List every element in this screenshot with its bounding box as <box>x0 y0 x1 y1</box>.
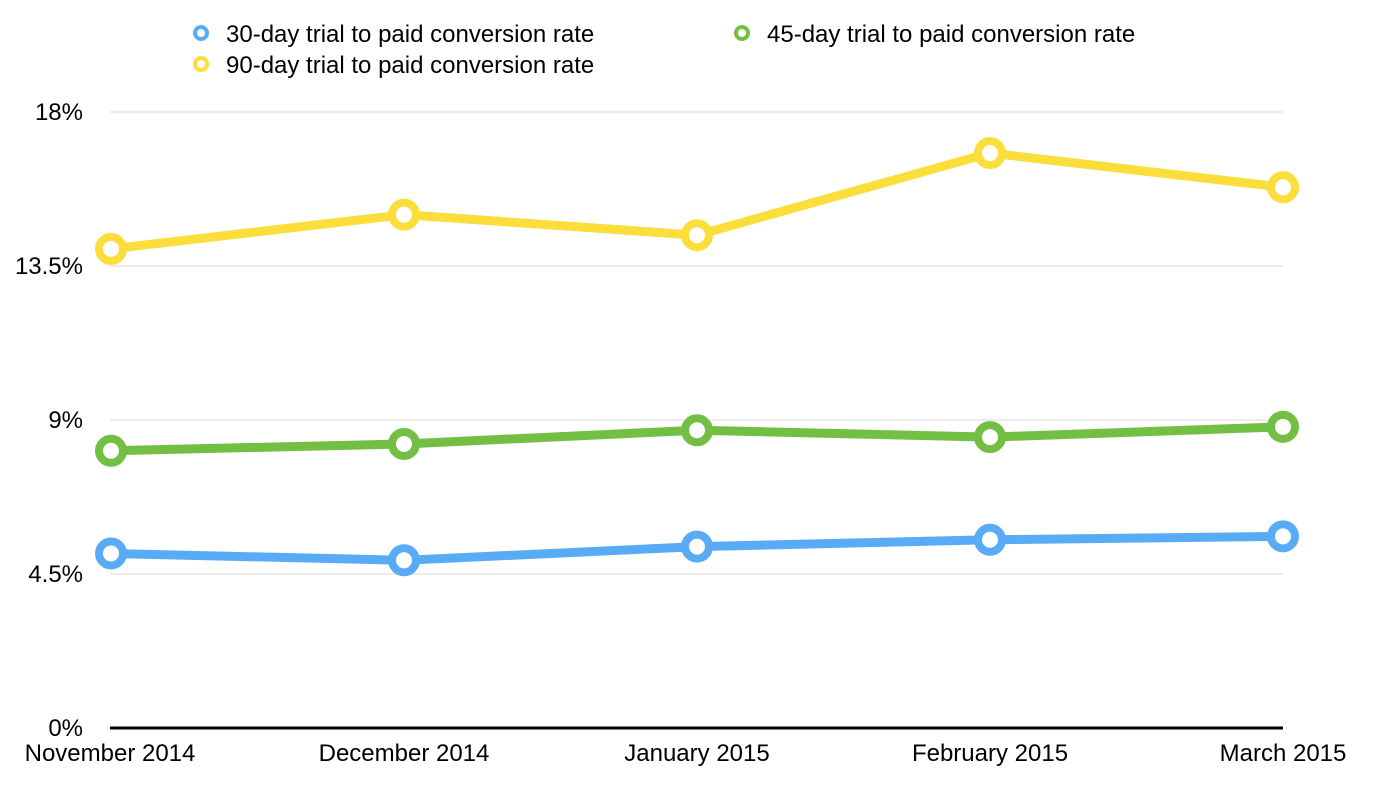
grid-layer <box>110 111 1283 575</box>
y-tick-label: 9% <box>48 407 83 434</box>
y-tick-label: 13.5% <box>15 253 83 280</box>
x-tick-label: January 2015 <box>624 740 769 767</box>
x-tick-label: February 2015 <box>912 740 1068 767</box>
y-tick-label: 0% <box>48 715 83 742</box>
legend-marker <box>734 25 750 41</box>
x-tick-label: December 2014 <box>319 740 490 767</box>
data-point <box>1267 171 1299 204</box>
legend-item: 90-day trial to paid conversion rate <box>193 52 594 79</box>
data-point <box>95 434 127 467</box>
legend-marker <box>193 56 209 72</box>
legend-label: 45-day trial to paid conversion rate <box>767 21 1135 48</box>
data-point <box>388 427 420 460</box>
legend-item: 45-day trial to paid conversion rate <box>734 21 1135 48</box>
legend-item: 30-day trial to paid conversion rate <box>193 21 594 48</box>
series-layer <box>95 137 1299 577</box>
data-point <box>1267 520 1299 553</box>
x-axis: November 2014 December 2014 January 2015 Fe… <box>25 726 1347 767</box>
data-point <box>1267 410 1299 443</box>
x-tick-label: November 2014 <box>25 740 196 767</box>
data-point <box>974 137 1006 170</box>
legend-marker <box>193 25 209 41</box>
data-point <box>95 537 127 570</box>
data-point <box>681 219 713 252</box>
legend-label: 30-day trial to paid conversion rate <box>226 21 594 48</box>
data-point <box>681 530 713 563</box>
series-3 <box>95 137 1299 265</box>
data-point <box>95 232 127 265</box>
data-point <box>681 414 713 447</box>
data-point <box>388 198 420 231</box>
y-tick-label: 4.5% <box>28 561 83 588</box>
x-tick-label: March 2015 <box>1220 740 1347 767</box>
series-2 <box>95 410 1299 467</box>
y-axis: 0% 4.5% 9% 13.5% 18% <box>15 99 83 742</box>
data-point <box>388 544 420 577</box>
legend-label: 90-day trial to paid conversion rate <box>226 52 594 79</box>
legend: 30-day trial to paid conversion rate 45-d… <box>193 21 1135 79</box>
data-point <box>974 421 1006 454</box>
y-tick-label: 18% <box>35 99 83 126</box>
data-point <box>974 523 1006 556</box>
series-1 <box>95 520 1299 577</box>
